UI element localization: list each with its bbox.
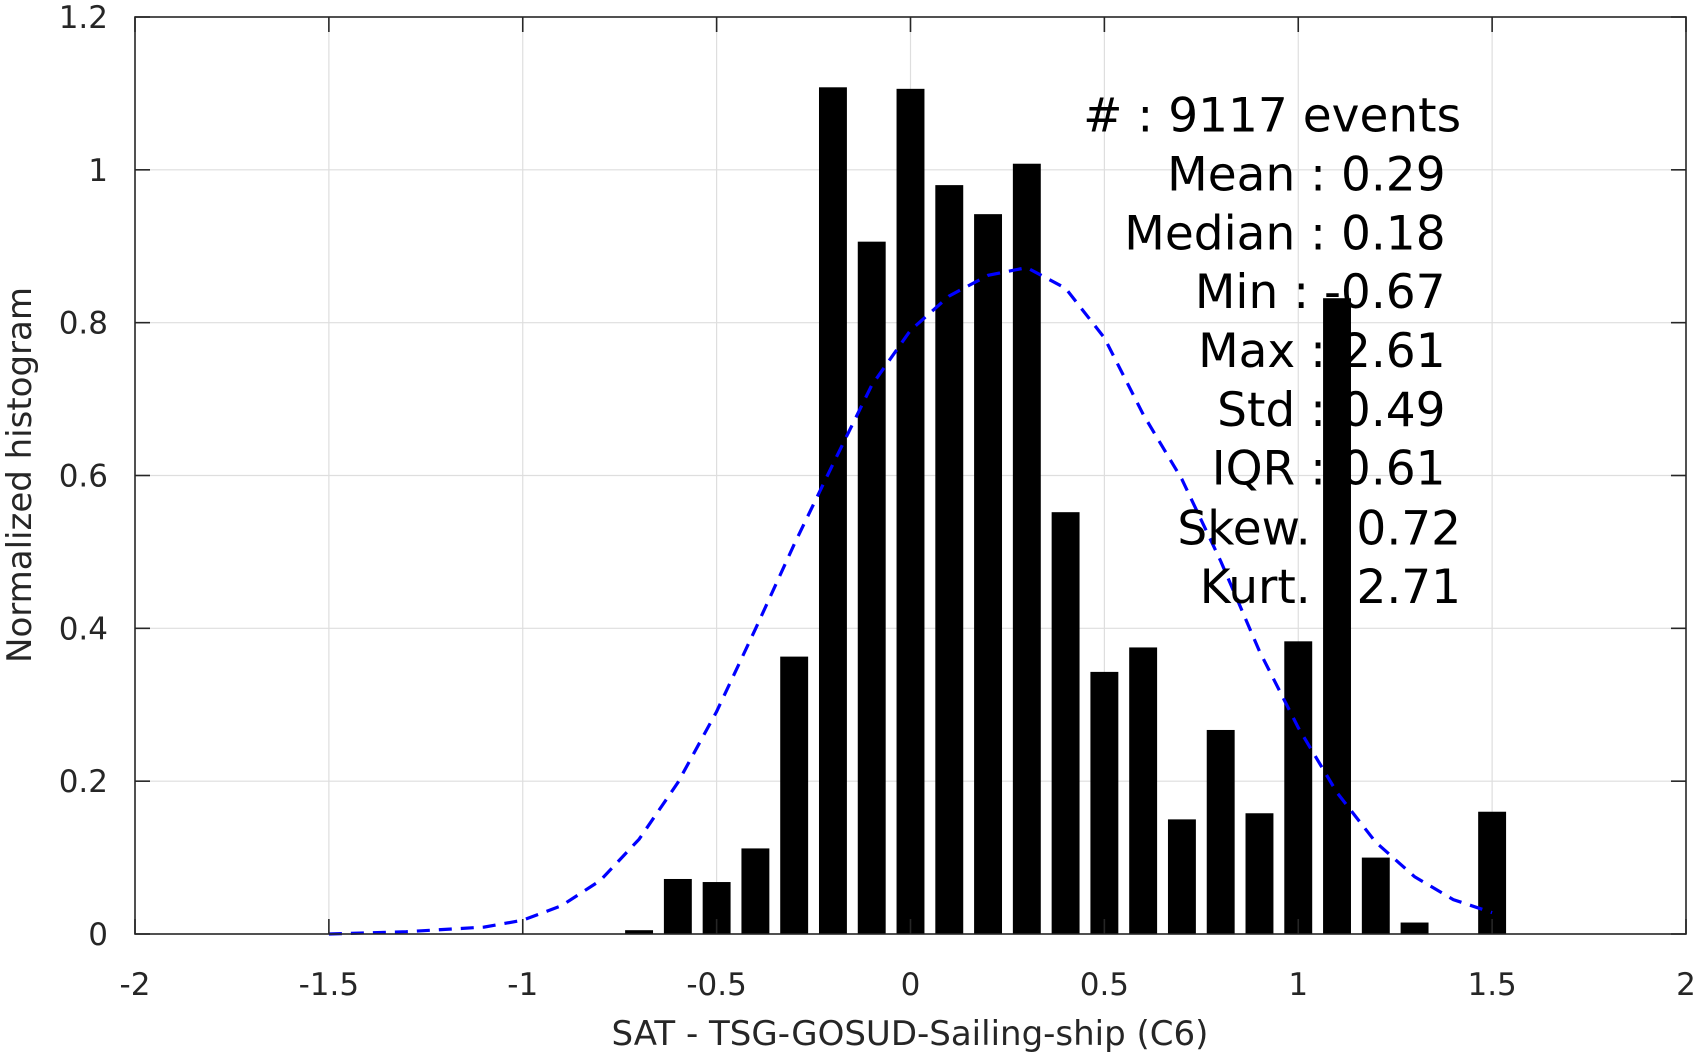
stat-line: Max : 2.61 <box>1198 324 1446 379</box>
y-tick-label: 0 <box>88 917 108 953</box>
x-tick-label: -2 <box>120 967 151 1003</box>
y-tick-label: 1.2 <box>59 0 108 36</box>
x-axis-title: SAT - TSG-GOSUD-Sailing-ship (C6) <box>612 1014 1209 1054</box>
histogram-bar <box>1478 811 1507 934</box>
y-tick-label: 0.6 <box>59 459 108 495</box>
stat-line: Mean : 0.29 <box>1167 147 1445 202</box>
stat-line: Median : 0.18 <box>1124 206 1445 261</box>
x-tick-label: 0 <box>901 967 921 1003</box>
y-tick-labels: 0 0.2 0.4 0.6 0.8 1 1.2 <box>59 0 108 953</box>
y-tick-label: 0.2 <box>59 764 108 800</box>
histogram-bar <box>1323 298 1351 934</box>
histogram-bar <box>1400 922 1429 934</box>
histogram-bar <box>780 656 809 934</box>
stat-line: Kurt. : 2.71 <box>1200 560 1461 615</box>
x-tick-label: 2 <box>1676 967 1696 1003</box>
histogram-bar <box>1167 819 1196 934</box>
histogram-bars <box>625 87 1507 935</box>
x-tick-label: 1.5 <box>1467 967 1516 1003</box>
histogram-bar <box>974 214 1003 934</box>
x-tick-label: -1 <box>507 967 538 1003</box>
stat-line: IQR : 0.61 <box>1212 442 1446 497</box>
histogram-bar <box>1090 671 1119 934</box>
histogram-bar <box>1284 641 1313 934</box>
x-tick-labels: -2 -1.5 -1 -0.5 0 0.5 1 1.5 2 <box>120 967 1696 1003</box>
histogram-bar <box>1051 512 1080 934</box>
histogram-bar <box>1245 813 1274 934</box>
y-tick-label: 0.4 <box>59 611 108 647</box>
y-tick-label: 1 <box>88 153 108 189</box>
histogram-bar <box>935 185 964 934</box>
axis-ticks <box>134 16 1687 935</box>
histogram-bar <box>1361 857 1390 934</box>
normal-fit-curve <box>328 265 1493 936</box>
x-tick-label: -1.5 <box>299 967 360 1003</box>
histogram-bar <box>818 87 847 934</box>
stat-line: # : 9117 events <box>1083 89 1461 144</box>
y-tick-label: 0.8 <box>59 306 108 342</box>
histogram-bar <box>1206 729 1235 934</box>
stat-line: Std : 0.49 <box>1217 383 1445 438</box>
histogram-bar <box>625 930 654 934</box>
histogram-bar <box>741 848 770 934</box>
histogram-bar <box>896 88 925 934</box>
x-tick-label: -0.5 <box>686 967 747 1003</box>
stat-line: Min : -0.67 <box>1195 265 1446 320</box>
y-axis-title: Normalized histogram <box>0 287 40 663</box>
histogram-bar <box>857 241 886 935</box>
histogram-bar <box>1012 163 1041 935</box>
stat-line: Skew. : 0.72 <box>1177 501 1461 556</box>
x-tick-label: 1 <box>1288 967 1308 1003</box>
x-tick-label: 0.5 <box>1080 967 1129 1003</box>
histogram-bar <box>663 878 692 934</box>
histogram-bar <box>1129 647 1158 934</box>
